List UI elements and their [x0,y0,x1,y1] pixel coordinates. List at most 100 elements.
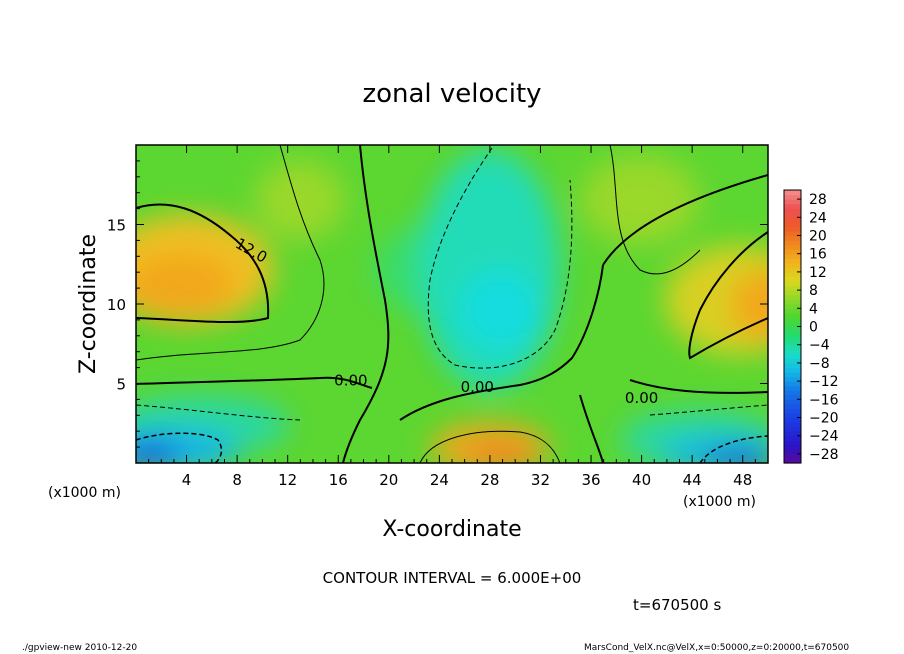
x-tick-label: 8 [232,471,242,489]
x-tick-label: 40 [632,471,651,489]
colorbar-segment [784,312,801,318]
chart-title: zonal velocity [362,79,541,109]
contour-6-thin-right [609,145,701,275]
x-axis-unit-right: (x1000 m) [683,494,756,510]
colorbar-segment [784,340,801,346]
colorbar-segment [784,217,801,223]
contour-12-upper-left [136,203,270,324]
colorbar-tick-label: 16 [809,247,827,263]
colorbar-segment [784,335,801,341]
colorbar-segment [784,294,801,300]
colorbar-segment [784,358,801,364]
colorbar-segment [784,321,801,328]
colorbar-segment [784,390,801,396]
colorbar-tick-label: −12 [809,374,839,390]
colorbar-tick-label: 8 [809,283,818,299]
contour-interval-text: CONTOUR INTERVAL = 6.000E+00 [323,569,582,587]
colorbar-segment [784,408,801,414]
colorbar-segment [784,199,801,205]
colorbar-tick-label: −16 [809,392,839,408]
colorbar-segment [784,367,801,373]
colorbar-segment [784,194,801,200]
x-tick-label: 4 [182,471,192,489]
colorbar-segment [784,403,801,409]
x-tick-label: 12 [278,471,297,489]
colorbar-segment [784,362,801,369]
colorbar-segment [784,303,801,309]
colorbar-segment [784,290,801,296]
colorbar-segment [784,308,801,314]
y-tick-label: 10 [107,296,126,314]
colorbar-segment [784,221,801,227]
colorbar-tick-label: −8 [809,356,830,372]
colorbar-segment [784,235,801,241]
x-tick-label: 20 [379,471,398,489]
colorbar-tick-label: −28 [809,447,839,463]
contour-12-right [688,231,768,360]
colorbar-segment [784,271,801,278]
x-tick-label: 28 [480,471,499,489]
colorbar-tick-label: 0 [809,320,818,336]
colorbar-segment [784,240,801,246]
colorbar-segment [784,208,801,214]
x-tick-label: 24 [430,471,449,489]
footer-right-text: MarsCond_VelX.nc@VelX,x=0:50000,z=0:2000… [584,643,849,653]
colorbar-segment [784,258,801,264]
colorbar-segment [784,453,801,460]
colorbar-segment [784,262,801,268]
colorbar-segment [784,444,801,450]
colorbar-segment [784,331,801,337]
colorbar-tick-label: −4 [809,338,830,354]
contour-neg12-bottom-right [699,435,768,463]
colorbar-segment [784,203,801,209]
contour-neg6-middle [427,147,573,369]
colorbar-segment [784,449,801,455]
colorbar-segment [784,226,801,232]
colorbar-segment [784,285,801,291]
colorbar-segment [784,458,801,464]
colorbar-segment [784,326,801,332]
colorbar-segment [784,372,801,378]
colorbar-segment [784,276,801,282]
y-axis-label: Z-coordinate [76,234,101,374]
contour-0-right [602,174,768,266]
contour-label: 0.00 [334,372,367,390]
x-tick-label: 36 [581,471,600,489]
colorbar-tick-label: 28 [809,192,827,208]
x-axis-label: X-coordinate [382,517,521,542]
x-tick-label: 48 [733,471,752,489]
contour-0-lower-right [579,379,768,463]
colorbar-segment [784,385,801,391]
y-axis: 5 10 15 [107,160,768,448]
colorbar-tick-label: −20 [809,411,839,427]
colorbar-segment [784,281,801,287]
contour-neg6-lower [136,404,768,421]
time-text: t=670500 s [633,596,721,614]
contour-6-thin-left [136,145,325,361]
contour-neg12-bottom-left [136,432,223,463]
contour-label: 0.00 [625,389,658,407]
colorbar-segment [784,244,801,250]
colorbar-segment [784,435,801,441]
colorbar-segment [784,249,801,255]
y-tick-label: 5 [116,376,126,394]
colorbar-segment [784,440,801,446]
x-tick-label: 16 [329,471,348,489]
colorbar-segment [784,422,801,428]
colorbar-segment [784,353,801,359]
colorbar-segment [784,230,801,237]
contour-0-lower-left [136,376,373,389]
x-axis: 4 8 12 16 20 24 28 32 36 40 44 48 [148,145,756,489]
colorbar-tick-label: −24 [809,429,839,445]
colorbar-segment [784,299,801,305]
x-tick-label: 32 [531,471,550,489]
colorbar-tick-label: 20 [809,229,827,245]
colorbar-segment [784,212,801,218]
colorbar-segment [784,253,801,259]
contour-0-middle [342,145,390,463]
colorbar-segment [784,344,801,350]
colorbar-segment [784,349,801,355]
x-axis-unit-left: (x1000 m) [48,485,121,501]
colorbar-segment [784,381,801,387]
colorbar-segment [784,317,801,323]
